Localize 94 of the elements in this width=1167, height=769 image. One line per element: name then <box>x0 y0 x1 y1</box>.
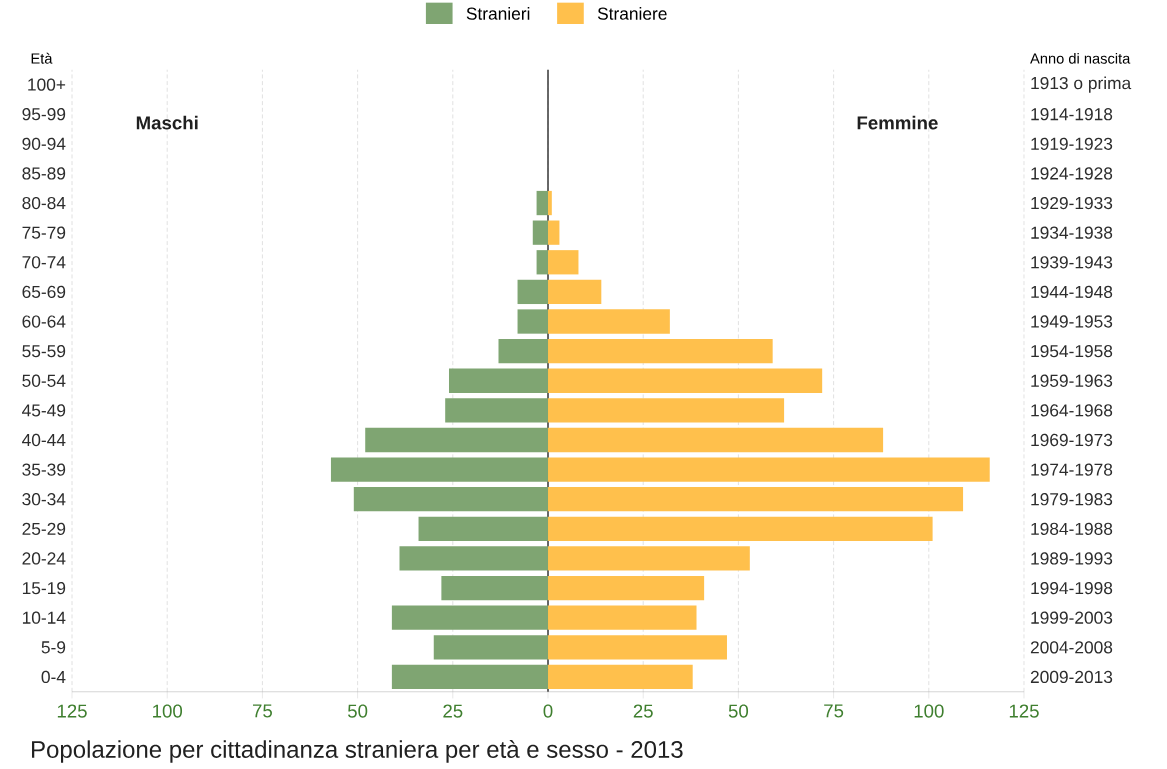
bar <box>548 516 933 542</box>
bar <box>418 516 549 542</box>
x-tick-label: 75 <box>824 704 844 718</box>
legend-label: Straniere <box>597 7 667 20</box>
y2-tick-label: 1929-1933 <box>1031 197 1113 210</box>
bar <box>399 546 549 571</box>
y-tick-label: 65-69 <box>22 285 66 299</box>
y2-axis-title: Anno di nascita <box>1030 53 1131 64</box>
bar <box>365 427 549 453</box>
y2-tick-label: 1934-1938 <box>1031 226 1113 239</box>
y2-tick-label: 1919-1923 <box>1031 137 1113 151</box>
y2-tick-label: 1924-1928 <box>1031 167 1113 180</box>
y2-tick-label: 1964-1968 <box>1031 404 1113 417</box>
bar <box>548 635 727 660</box>
x-tick-label: 50 <box>728 704 749 718</box>
y2-tick-label: 1913 o prima <box>1031 76 1132 93</box>
y-tick-label: 45-49 <box>22 404 66 417</box>
y-tick-label: 55-59 <box>22 345 66 358</box>
y-tick-label: 100+ <box>28 78 66 91</box>
bar <box>330 457 549 482</box>
bar <box>548 279 602 305</box>
y-tick-label: 75-79 <box>22 226 66 239</box>
x-tick-label: 100 <box>153 704 183 718</box>
y2-tick-label: 2004-2008 <box>1030 641 1113 654</box>
y-tick-label: 35-39 <box>22 463 66 476</box>
bar <box>548 487 964 512</box>
bar <box>548 368 823 394</box>
y-tick-label: 70-74 <box>22 256 66 269</box>
bar <box>548 398 785 423</box>
y2-tick-label: 1939-1943 <box>1031 256 1113 269</box>
y-tick-label: 95-99 <box>22 108 66 121</box>
bar <box>548 309 670 334</box>
y-tick-label: 85-89 <box>22 167 66 180</box>
y-tick-label: 0-4 <box>41 670 66 684</box>
bar <box>548 220 560 245</box>
annotation: Maschi <box>136 115 198 130</box>
x-tick-label: 25 <box>443 704 463 718</box>
bar <box>536 250 549 275</box>
y-tick-label: 10-14 <box>22 611 66 624</box>
y2-tick-label: 1954-1958 <box>1031 345 1113 358</box>
y-tick-label: 20-24 <box>22 552 66 565</box>
bar <box>498 339 549 364</box>
y-tick-label: 15-19 <box>22 582 66 595</box>
y2-tick-label: 1979-1983 <box>1031 493 1113 506</box>
y-tick-label: 5-9 <box>41 641 66 654</box>
y-axis-title: Età <box>31 52 53 64</box>
bar <box>391 664 549 690</box>
y-tick-label: 80-84 <box>22 197 66 210</box>
bar <box>548 546 750 571</box>
bar <box>548 250 579 275</box>
bar <box>548 427 884 453</box>
bar <box>536 191 549 216</box>
x-tick-label: 125 <box>57 704 87 718</box>
legend-label: Stranieri <box>466 7 530 20</box>
bar <box>517 279 549 305</box>
y2-tick-label: 2009-2013 <box>1030 670 1113 684</box>
annotation: Femmine <box>857 115 938 130</box>
bar <box>445 398 549 423</box>
y2-tick-label: 1989-1993 <box>1031 552 1113 565</box>
y2-tick-label: 1994-1998 <box>1031 582 1113 595</box>
bar <box>532 220 549 245</box>
y-tick-label: 90-94 <box>22 137 66 151</box>
x-tick-label: 25 <box>633 704 653 718</box>
y2-tick-label: 1949-1953 <box>1031 315 1113 328</box>
y-tick-label: 25-29 <box>22 522 66 536</box>
bar <box>548 605 697 630</box>
y2-tick-label: 1944-1948 <box>1031 285 1113 299</box>
y2-tick-label: 1984-1988 <box>1031 522 1113 536</box>
y-tick-label: 30-34 <box>22 493 66 506</box>
bar <box>391 605 549 630</box>
x-tick-label: 75 <box>252 704 272 718</box>
y2-tick-label: 1959-1963 <box>1031 374 1113 388</box>
x-tick-label: 100 <box>914 704 944 718</box>
bar <box>517 309 549 334</box>
bar <box>449 368 549 394</box>
x-tick-label: 0 <box>543 704 553 718</box>
bar <box>353 487 549 512</box>
y2-tick-label: 1914-1918 <box>1031 108 1113 121</box>
text: Popolazione per cittadinanza straniera per età e sesso - 2013 <box>32 740 683 763</box>
x-tick-label: 125 <box>1009 704 1039 718</box>
y2-tick-label: 1974-1978 <box>1031 463 1113 476</box>
y-tick-label: 50-54 <box>22 374 66 388</box>
bar <box>433 635 549 660</box>
bar <box>548 576 705 601</box>
bar <box>548 339 773 364</box>
y-tick-label: 40-44 <box>22 433 66 447</box>
bar <box>548 191 552 216</box>
bar <box>441 576 549 601</box>
y2-tick-label: 1999-2003 <box>1031 611 1113 624</box>
x-tick-label: 50 <box>347 704 368 718</box>
y2-tick-label: 1969-1973 <box>1031 433 1113 447</box>
bar <box>548 664 693 690</box>
y-tick-label: 60-64 <box>22 315 66 328</box>
bar <box>548 457 990 482</box>
